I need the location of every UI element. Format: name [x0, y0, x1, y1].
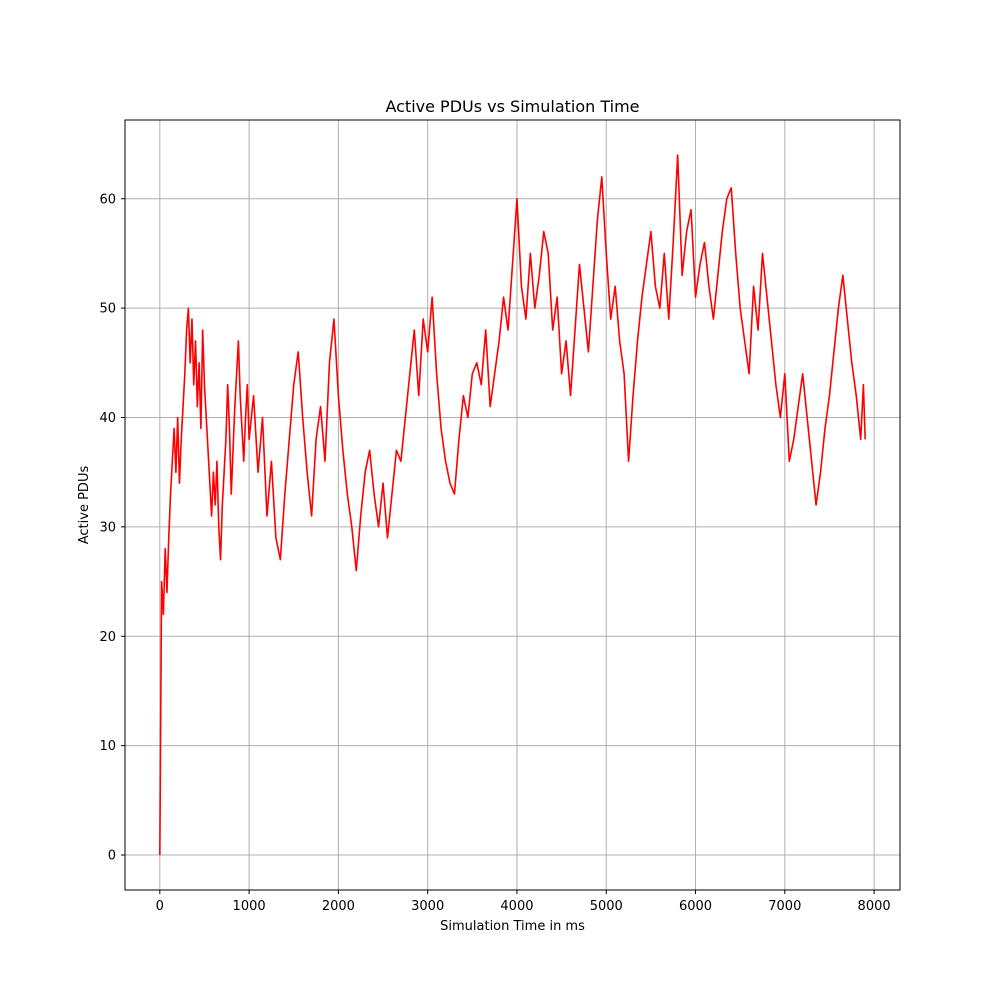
- x-tick-label: 4000: [500, 899, 533, 914]
- y-tick-label: 40: [99, 411, 116, 426]
- series-line: [159, 154, 866, 856]
- x-tick-label: 3000: [411, 899, 444, 914]
- y-tick-label: 60: [99, 192, 116, 207]
- y-tick-label: 30: [99, 520, 116, 535]
- x-tick-label: 0: [156, 899, 164, 914]
- y-tick-label: 10: [99, 739, 116, 754]
- x-tick-label: 6000: [679, 899, 712, 914]
- y-tick-label: 0: [108, 849, 116, 864]
- x-tick-label: 5000: [590, 899, 623, 914]
- x-tick-label: 2000: [322, 899, 355, 914]
- y-axis-label: Active PDUs: [77, 466, 92, 545]
- x-tick-label: 1000: [233, 899, 266, 914]
- y-tick-label: 20: [99, 630, 116, 645]
- x-tick-label: 7000: [768, 899, 801, 914]
- chart-title: Active PDUs vs Simulation Time: [385, 97, 639, 116]
- y-tick-label: 50: [99, 302, 116, 317]
- series-layer: [159, 154, 866, 856]
- plot-frame: [124, 119, 901, 891]
- x-tick-label: 8000: [858, 899, 891, 914]
- ticks: 0 1000 2000 3000 4000 5000 6000 7000 8000 0 10 20 30…: [99, 192, 890, 914]
- x-axis-label: Simulation Time in ms: [440, 919, 585, 934]
